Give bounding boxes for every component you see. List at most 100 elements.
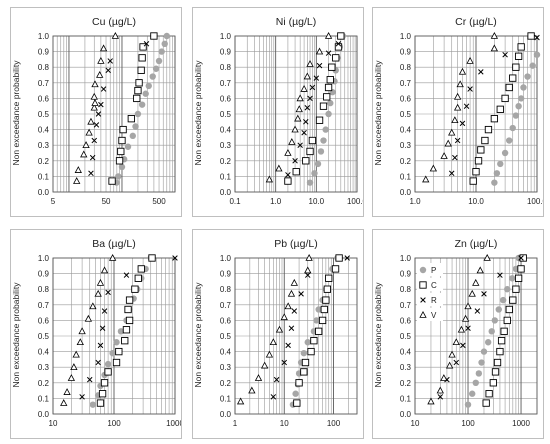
data-point [524, 73, 531, 80]
data-point [512, 63, 520, 71]
data-point [315, 306, 322, 313]
data-point [155, 57, 163, 65]
data-point [97, 56, 105, 64]
data-point [476, 266, 484, 274]
data-point [457, 325, 466, 333]
data-point [123, 272, 130, 278]
plot-frame [234, 35, 358, 193]
data-point [302, 157, 310, 165]
data-point [495, 306, 502, 313]
data-point [315, 327, 323, 335]
y-tick-label: 0.5 [220, 110, 232, 119]
y-tick-label: 0.8 [400, 285, 412, 294]
legend-bg [417, 308, 443, 321]
data-point [313, 75, 320, 81]
chart-title: Cr (µg/L) [455, 16, 497, 28]
data-point [70, 363, 78, 370]
data-point [84, 314, 93, 322]
data-point [96, 278, 105, 286]
data-point [440, 152, 448, 159]
series-C [482, 254, 527, 407]
data-point [296, 94, 304, 102]
data-point [499, 296, 507, 304]
data-point [122, 326, 131, 334]
data-point [484, 125, 493, 134]
y-tick-label: 0.0 [220, 188, 232, 197]
y-tick-label: 0.5 [38, 110, 50, 119]
data-point [287, 289, 296, 297]
series-V [265, 31, 333, 183]
series-V [60, 253, 117, 406]
y-tick-label: 0.4 [220, 348, 232, 357]
y-tick-label: 0.8 [220, 285, 232, 294]
data-point [320, 305, 328, 314]
data-point [493, 358, 502, 367]
data-point [482, 399, 490, 407]
data-point [517, 95, 525, 102]
data-point [304, 105, 311, 111]
y-tick-label: 0.2 [220, 379, 232, 388]
data-point [344, 255, 350, 261]
data-point [445, 361, 454, 369]
series-R [285, 41, 342, 178]
data-point [480, 348, 488, 355]
data-point [504, 286, 511, 293]
data-point [328, 63, 336, 71]
y-tick-label: 0.4 [38, 126, 50, 135]
chart-panel: Non exceedance probability Zn (µg/L) 0.0 0.… [372, 229, 544, 439]
data-point [93, 122, 100, 128]
legend-marker [419, 281, 427, 289]
data-point [96, 399, 105, 407]
data-point [94, 289, 102, 297]
data-point [72, 350, 80, 358]
data-point [82, 141, 90, 148]
data-point [158, 48, 165, 55]
data-point [284, 177, 292, 185]
data-point [113, 339, 120, 346]
series-V [427, 253, 491, 405]
y-tick-label: 0.2 [400, 379, 412, 388]
chart-svg: Cr (µg/L) 0.0 0.1 0.2 0.3 0.4 0.5 0.6 0.7 0.8 0.9 1… [400, 16, 543, 206]
data-point [485, 390, 493, 398]
data-point [290, 278, 298, 286]
data-point [121, 337, 129, 345]
legend-marker [420, 297, 426, 303]
data-point [91, 80, 99, 88]
data-point [490, 44, 499, 52]
data-point [436, 386, 444, 394]
y-tick-label: 0.4 [400, 348, 412, 357]
y-tick-label: 1.0 [400, 32, 412, 41]
data-point [300, 84, 308, 92]
y-tick-label: 1.0 [400, 254, 412, 263]
data-point [161, 40, 168, 47]
data-point [469, 177, 477, 185]
data-point [453, 103, 462, 111]
data-point [458, 67, 467, 75]
data-point [324, 83, 333, 92]
y-tick-label: 0.9 [220, 48, 232, 57]
data-point [115, 347, 123, 356]
data-point [515, 103, 522, 110]
x-tick-label: 0.1 [229, 197, 241, 206]
data-point [89, 302, 97, 310]
data-point [85, 128, 93, 136]
data-point [467, 86, 473, 92]
data-point [505, 305, 513, 314]
data-point [489, 379, 497, 387]
data-point [325, 274, 333, 282]
data-point [474, 308, 481, 314]
legend-marker [419, 310, 427, 318]
data-point [456, 80, 464, 88]
data-point [67, 374, 76, 381]
data-point [509, 296, 517, 304]
data-point [429, 164, 438, 172]
data-point [74, 166, 82, 173]
data-point [313, 317, 320, 324]
y-tick-label: 0.3 [38, 141, 50, 150]
y-tick-label: 0.1 [220, 172, 232, 181]
chart-svg: Ni (µg/L)0.00.10.20.30.40.50.60.70.80.91… [220, 16, 363, 206]
y-tick-label: 0.2 [220, 157, 232, 166]
data-point [461, 314, 470, 322]
y-tick-label: 0.0 [38, 410, 50, 419]
legend-label: C [431, 281, 437, 290]
